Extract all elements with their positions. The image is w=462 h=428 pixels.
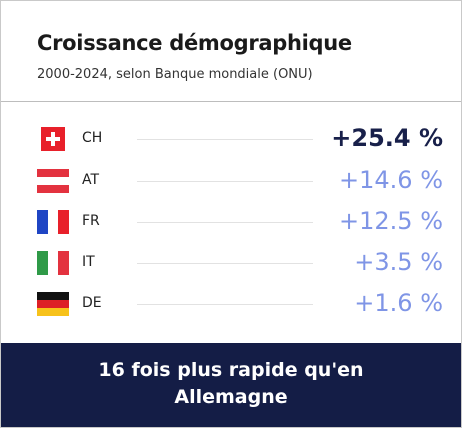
row-rule xyxy=(137,304,313,305)
footer-line: 16 fois plus rapide qu'en xyxy=(98,359,364,381)
row: DE +1.6 % xyxy=(1,289,461,319)
country-code: DE xyxy=(82,295,102,311)
country-code: IT xyxy=(82,254,95,270)
flag-ch xyxy=(41,127,65,151)
row: AT +14.6 % xyxy=(1,166,461,196)
row: FR +12.5 % xyxy=(1,207,461,237)
flag-fr xyxy=(37,210,69,234)
growth-value: +1.6 % xyxy=(354,289,443,317)
growth-value: +12.5 % xyxy=(339,207,443,235)
growth-value: +25.4 % xyxy=(331,124,443,152)
row-rule xyxy=(137,263,313,264)
row-rule xyxy=(137,139,313,140)
growth-value: +14.6 % xyxy=(339,166,443,194)
country-code: AT xyxy=(82,172,100,188)
flag-at xyxy=(37,169,69,193)
footer: 16 fois plus rapide qu'en Allemagne xyxy=(1,343,461,427)
country-code: FR xyxy=(82,213,100,229)
row-rule xyxy=(137,222,313,223)
flag-it xyxy=(37,251,69,275)
flag-de xyxy=(37,292,69,316)
subtitle: 2000-2024, selon Banque mondiale (ONU) xyxy=(37,67,313,82)
row: CH +25.4 % xyxy=(1,124,461,154)
divider xyxy=(1,101,461,102)
row: IT +3.5 % xyxy=(1,248,461,278)
title: Croissance démographique xyxy=(37,31,352,55)
growth-value: +3.5 % xyxy=(354,248,443,276)
country-code: CH xyxy=(82,130,103,146)
footer-line: Allemagne xyxy=(174,386,288,408)
row-rule xyxy=(137,181,313,182)
